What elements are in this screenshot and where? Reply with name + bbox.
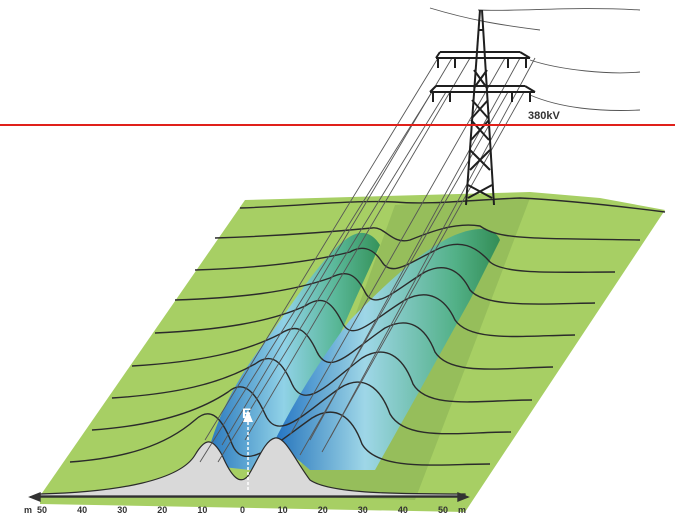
axis-tick-label: 30: [358, 505, 368, 515]
field-label-e: E: [242, 405, 251, 421]
field-ridge-right: [275, 228, 500, 470]
axis-tick-label: 0: [240, 505, 245, 515]
axis-tick-label: 50: [438, 505, 448, 515]
front-cross-section: [39, 437, 466, 497]
axis-tick-labels: m 50 40 30 20 10 0 10 20 30 40 50 m: [24, 505, 466, 515]
voltage-label: 380kV: [528, 110, 560, 122]
field-ridge-left: [205, 232, 380, 470]
transmission-tower: [429, 9, 536, 206]
axis-unit-right: m: [458, 505, 466, 515]
axis-unit-left: m: [24, 505, 32, 515]
axis-tick-label: 20: [157, 505, 167, 515]
axis-tick-label: 10: [197, 505, 207, 515]
axis-tick-label: 50: [37, 505, 47, 515]
axis-tick-label: 40: [398, 505, 408, 515]
axis-tick-label: 10: [278, 505, 288, 515]
distance-axis: [28, 491, 470, 503]
field-strength-arrow: [243, 410, 253, 490]
axis-tick-label: 20: [318, 505, 328, 515]
axis-tick-label: 30: [117, 505, 127, 515]
axis-tick-label: 40: [77, 505, 87, 515]
